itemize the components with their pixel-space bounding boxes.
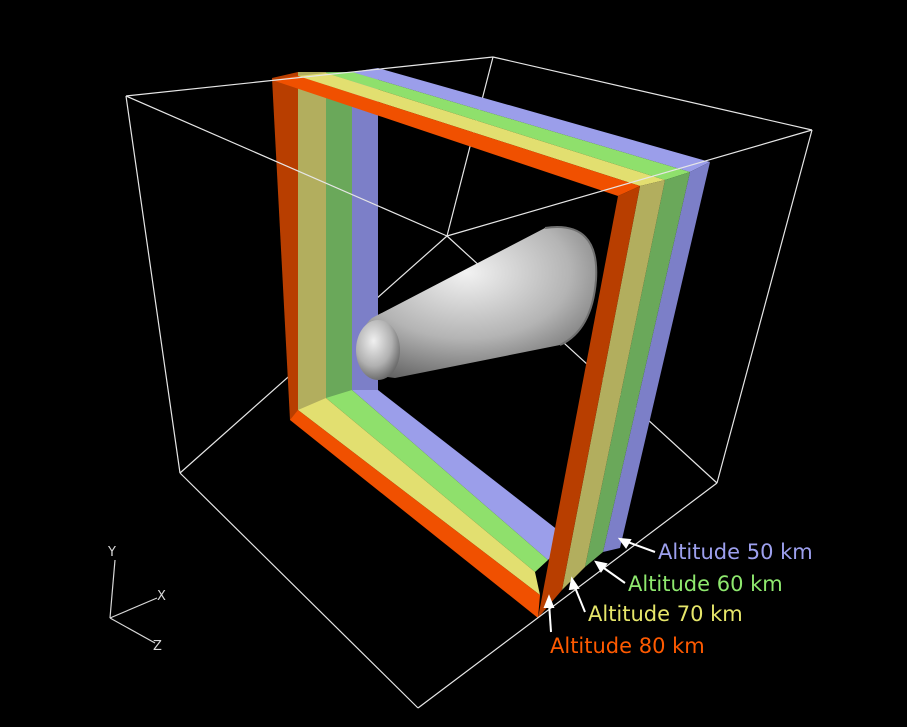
flow-layers-left-bottom [272,72,568,618]
axis-label-x: X [157,589,166,604]
layer-70-bottom [298,398,540,595]
label-altitude-80: Altitude 80 km [550,634,705,658]
annotation-arrows [543,537,656,633]
capsule-body [356,226,598,380]
label-altitude-50: Altitude 50 km [658,540,813,564]
flow-layers-right [538,162,710,618]
layer-50-top [352,68,710,172]
layer-70-right [562,180,665,590]
layer-60-bottom [326,390,548,572]
label-altitude-60: Altitude 60 km [628,572,783,596]
layer-70-left [298,72,326,410]
flow-layers-top [272,68,710,196]
layer-60-right [585,172,690,567]
layer-80-top [272,76,640,196]
axis-label-z: Z [153,639,162,654]
layer-80-left [272,72,298,420]
layer-50-left [352,72,378,390]
bounding-box-front [125,56,813,709]
axis-triad [109,559,158,644]
layer-50-bottom [352,390,568,560]
layer-60-left [326,72,352,398]
layer-70-top [298,73,665,186]
axis-label-y: Y [108,545,116,560]
layer-80-right [538,186,640,618]
layer-60-top [326,72,690,180]
layer-50-right [603,162,710,552]
label-altitude-70: Altitude 70 km [588,602,743,626]
layer-80-bottom [290,410,540,618]
